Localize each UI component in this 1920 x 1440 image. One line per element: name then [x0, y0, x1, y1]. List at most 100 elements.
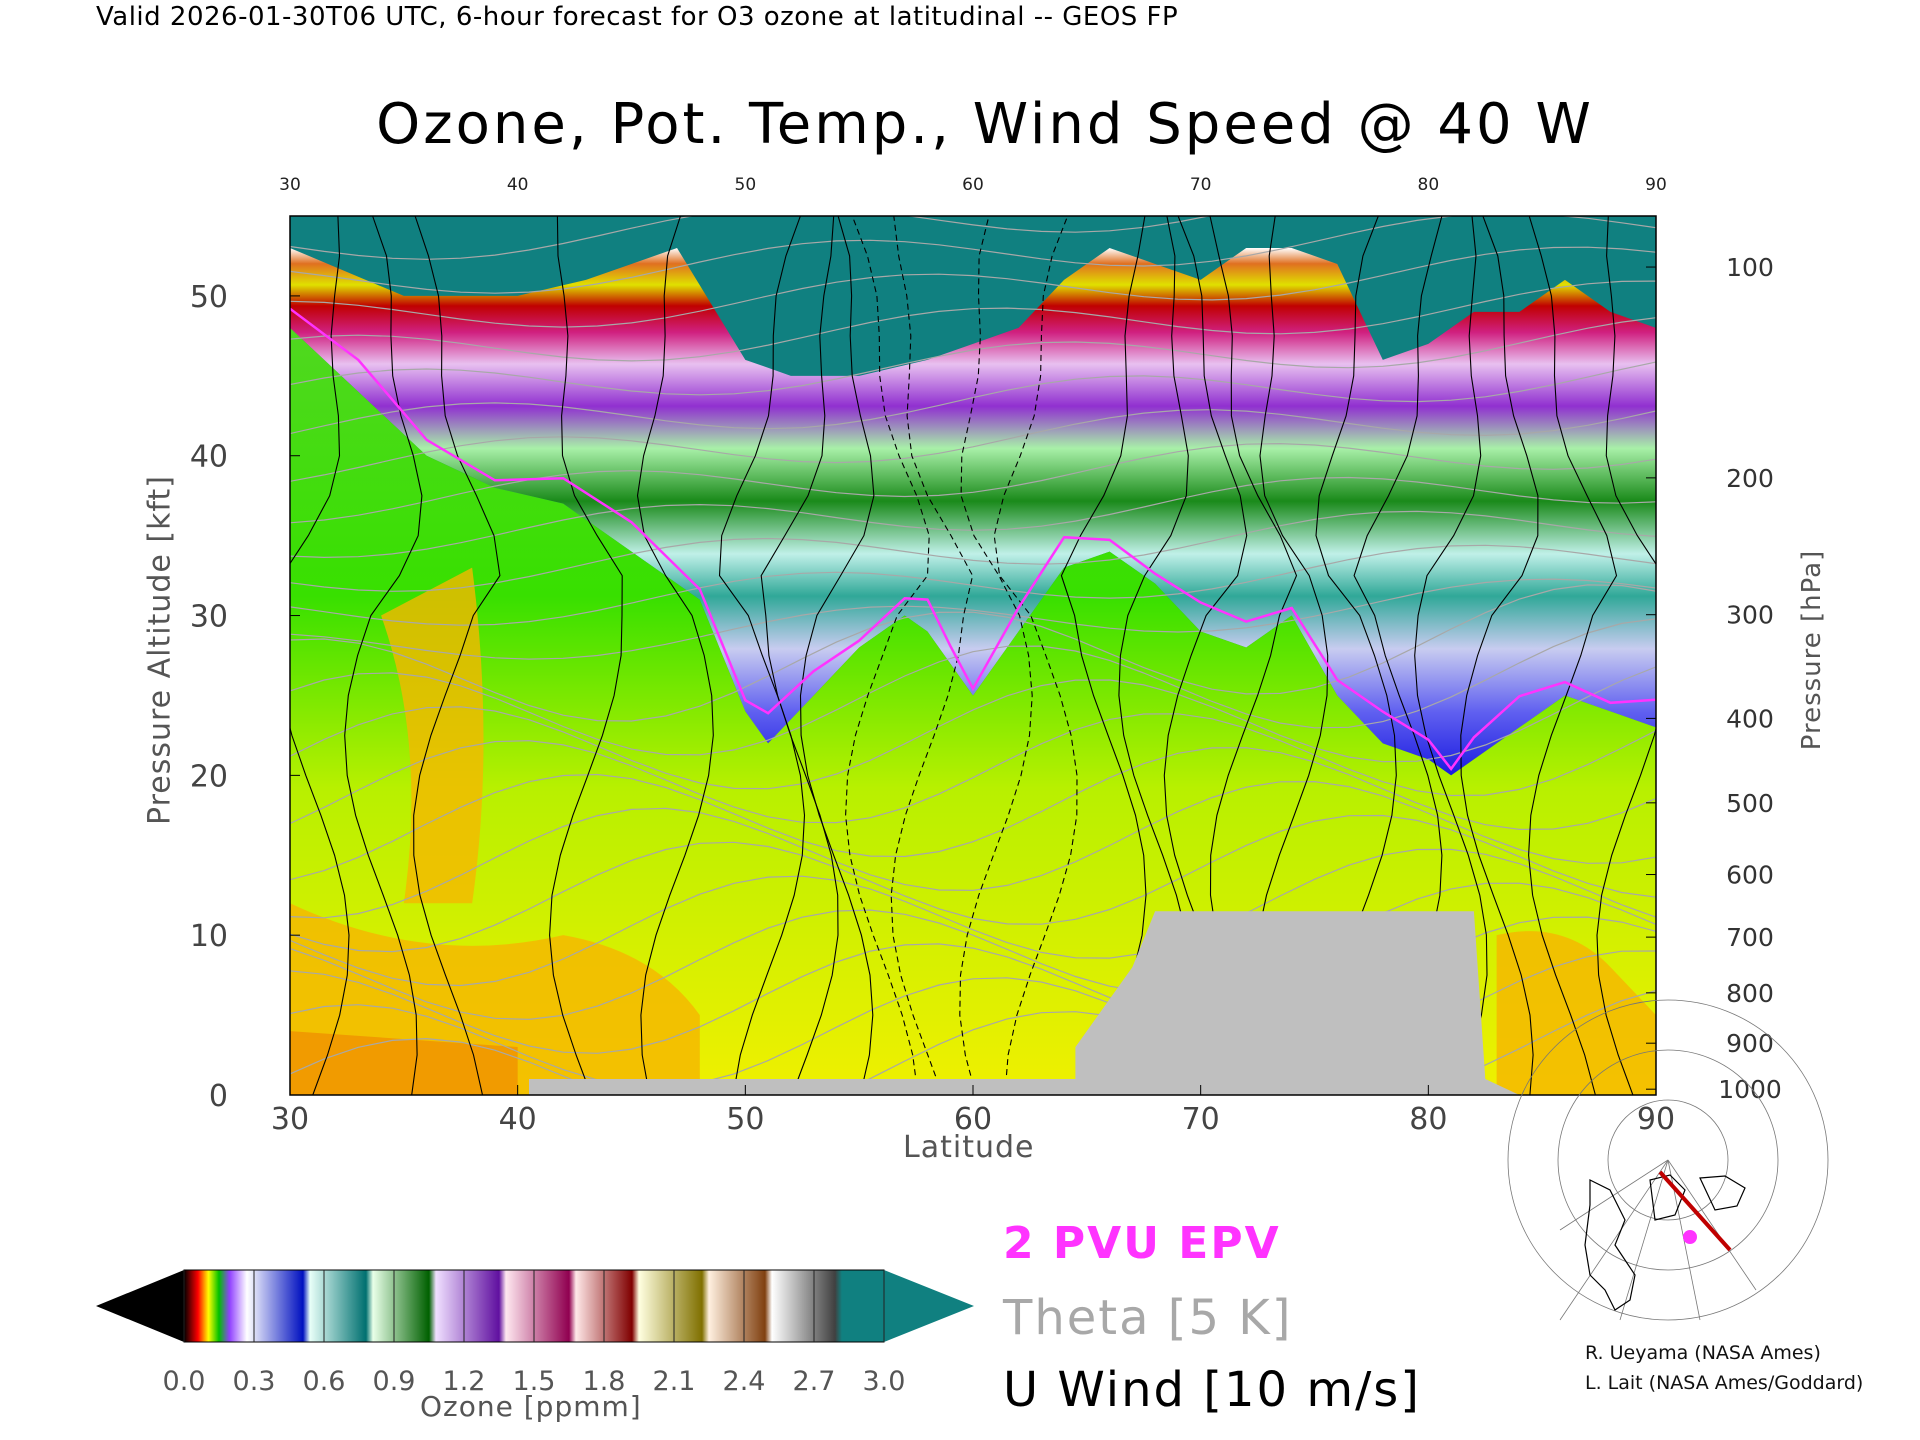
x-tick-label: 50 [726, 1102, 764, 1137]
wind-contour [799, 216, 875, 1095]
x-top-tick-label: 40 [507, 175, 529, 195]
y2-tick-label: 400 [1726, 704, 1774, 733]
y2-tick-label: 800 [1726, 979, 1774, 1008]
y2-tick-label: 600 [1726, 861, 1774, 890]
colorbar-high-arrow [884, 1270, 974, 1342]
wind-contour [718, 216, 806, 1095]
colorbar-tick-label: 0.9 [373, 1366, 416, 1397]
theta-contour [290, 747, 1656, 881]
colorbar-tick-label: 0.6 [303, 1366, 346, 1397]
colorbar-title: Ozone [ppmm] [420, 1390, 642, 1423]
theta-contour [290, 848, 1656, 987]
theta-contour [290, 544, 1656, 626]
theta-contour [290, 666, 1656, 790]
x-tick-label: 60 [954, 1102, 992, 1137]
wind-contour [344, 216, 423, 1095]
ozone-patch [381, 567, 484, 904]
theta-contour [290, 216, 1212, 260]
theta-contour [290, 510, 1656, 592]
legend-epv: 2 PVU EPV [1003, 1218, 1281, 1269]
y-tick-label: 20 [190, 759, 228, 794]
x-top-tick-label: 50 [735, 175, 757, 195]
x-axis-title: Latitude [903, 1130, 1035, 1165]
colorbar-ticks: 0.0 0.3 0.6 0.9 1.2 1.5 1.8 2.1 2.4 2.7 3.0 [163, 1270, 906, 1397]
theta-contours [290, 216, 1656, 1095]
x-axis-bottom: 30 40 50 60 70 80 90 [271, 1085, 1675, 1137]
theta-contour [290, 882, 1656, 1021]
x-top-tick-label: 30 [279, 175, 301, 195]
y2-tick-label: 700 [1726, 923, 1774, 952]
theta-contour [290, 476, 1656, 559]
y2-tick-label: 500 [1726, 789, 1774, 818]
y2-tick-label: 1000 [1718, 1075, 1782, 1104]
x-top-tick-label: 90 [1645, 175, 1667, 195]
theta-contour [290, 280, 1656, 362]
y-axis-left: 0 10 20 30 40 50 [190, 280, 300, 1114]
ozone-patch [1496, 931, 1656, 1095]
y-tick-label: 10 [190, 919, 228, 954]
theta-contour [290, 216, 1656, 294]
theta-contour [290, 584, 1656, 722]
credit-line-1: R. Ueyama (NASA Ames) [1585, 1342, 1821, 1364]
wind-contour [413, 216, 501, 1095]
inset-map [1507, 999, 1829, 1321]
wind-contour [1414, 216, 1488, 1095]
theta-contour [290, 780, 1656, 919]
wind-contour [636, 216, 714, 1095]
y2-tick-label: 100 [1726, 253, 1774, 282]
y2-tick-label: 900 [1726, 1029, 1774, 1058]
x-tick-label: 40 [499, 1102, 537, 1137]
colorbar-tick-label: 2.4 [723, 1366, 766, 1397]
colorbar-tick-label: 2.1 [653, 1366, 696, 1397]
wind-contour [890, 216, 974, 1095]
wind-contour [549, 216, 623, 1095]
colorbar-tick-label: 2.7 [793, 1366, 836, 1397]
ozone-patch [290, 1031, 518, 1095]
x-tick-label: 70 [1182, 1102, 1220, 1137]
theta-contour [290, 713, 1656, 825]
theta-contour [290, 442, 1656, 524]
y-tick-label: 40 [190, 440, 228, 475]
theta-contour [290, 578, 1656, 660]
x-tick-label: 80 [1409, 1102, 1447, 1137]
y-tick-label: 30 [190, 600, 228, 635]
colorbar-tick-label: 1.2 [443, 1366, 486, 1397]
y-axis-title: Pressure Altitude [kft] [142, 475, 178, 825]
chart-title: Ozone, Pot. Temp., Wind Speed @ 40 W [376, 92, 1594, 157]
theta-contour [290, 618, 1656, 756]
x-top-tick-label: 70 [1190, 175, 1212, 195]
wind-contour [1528, 216, 1618, 1095]
credit-line-2: L. Lait (NASA Ames/Goddard) [1585, 1372, 1864, 1394]
colorbar-tick-label: 0.3 [233, 1366, 276, 1397]
theta-contour [290, 317, 1656, 396]
x-tick-label: 90 [1637, 1102, 1675, 1137]
legend-theta: Theta [5 K] [1003, 1290, 1293, 1346]
wind-contour [1596, 216, 1656, 1095]
wind-contour [993, 216, 1078, 1095]
x-axis-top: 30 40 50 60 70 80 90 [279, 175, 1667, 195]
legend-wind: U Wind [10 m/s] [1003, 1362, 1422, 1418]
colorbar-tick-label: 1.8 [583, 1366, 626, 1397]
ozone-colorbar: 0.0 0.3 0.6 0.9 1.2 1.5 1.8 2.1 2.4 2.7 3.0 [96, 1269, 974, 1397]
ozone-troposphere-band [290, 327, 1656, 1095]
y2-tick-label: 200 [1726, 464, 1774, 493]
colorbar-tick-label: 3.0 [863, 1366, 906, 1397]
x-tick-label: 30 [271, 1102, 309, 1137]
epv-2pvu-line [290, 307, 1656, 771]
wind-contour [845, 216, 930, 1095]
theta-contour [290, 361, 1656, 435]
forecast-header: Valid 2026-01-30T06 UTC, 6-hour forecast… [96, 2, 1179, 32]
y-tick-label: 0 [209, 1079, 228, 1114]
wind-contour [1460, 216, 1539, 1095]
terrain-mask [290, 911, 1656, 1095]
y-axis-right: 100 200 300 400 500 600 700 800 900 1000 [1646, 253, 1782, 1104]
y-tick-label: 50 [190, 280, 228, 315]
colorbar-low-arrow [96, 1270, 184, 1342]
x-top-tick-label: 80 [1418, 175, 1440, 195]
y2-axis-title: Pressure [hPa] [1797, 549, 1827, 751]
wind-contour [1060, 216, 1147, 1095]
wind-contour [290, 216, 350, 1095]
colorbar-tick-label: 1.5 [513, 1366, 556, 1397]
theta-contour [290, 409, 1656, 482]
